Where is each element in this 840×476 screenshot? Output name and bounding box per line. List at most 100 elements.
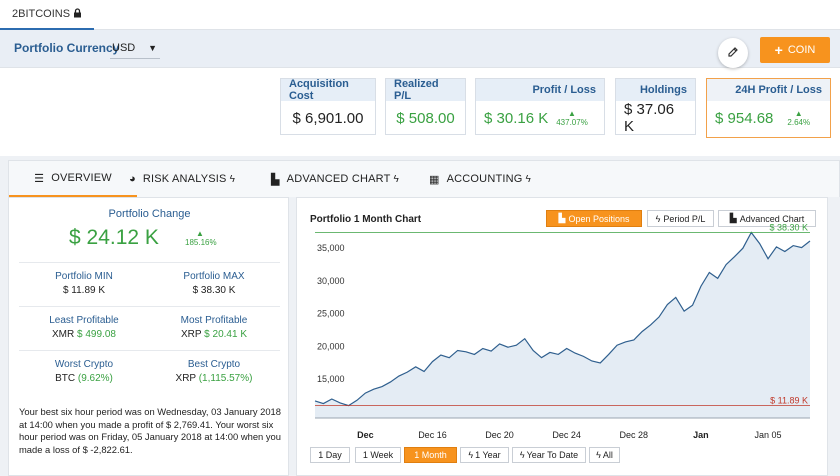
best-crypto-coin: XRP (175, 373, 196, 384)
triangle-up-icon: ▲ (568, 109, 576, 118)
wallet-tab-bar: 2BITCOINS (0, 0, 840, 30)
overview-panel: Portfolio Change $ 24.12 K ▲ 185.16% Por… (8, 197, 289, 476)
edit-icon (727, 46, 739, 60)
tab-risk-analysis[interactable]: ◕ RISK ANALYSIS ϟ (129, 161, 235, 197)
worst-crypto: Worst Crypto BTC (9.62%) (19, 351, 149, 384)
range-1-year[interactable]: ϟ 1 Year (460, 447, 509, 463)
edit-button[interactable] (718, 38, 748, 68)
area-chart-icon: ▙ (558, 213, 566, 223)
most-profitable-value: $ 20.41 K (204, 329, 247, 340)
add-coin-button[interactable]: + COIN (760, 37, 830, 63)
tab-label: OVERVIEW (51, 172, 112, 184)
tab-advanced-chart[interactable]: ▙ ADVANCED CHART ϟ (271, 161, 399, 197)
range-label: 1 Day (318, 450, 342, 460)
stat-holdings: Holdings $ 37.06 K (615, 78, 696, 135)
min-max-row: Portfolio MIN $ 11.89 K Portfolio MAX $ … (19, 262, 280, 306)
best-crypto: Best Crypto XRP (1,115.57%) (149, 351, 279, 384)
least-profitable: Least Profitable XMR $ 499.08 (19, 307, 149, 340)
worst-crypto-label: Worst Crypto (54, 359, 114, 370)
series-line (314, 231, 811, 407)
triangle-up-icon: ▲ (794, 109, 803, 118)
stat-acquisition-cost: Acquisition Cost $ 6,901.00 (280, 78, 376, 135)
portfolio-min-label: Portfolio MIN (55, 271, 113, 282)
stat-label: Acquisition Cost (281, 78, 375, 102)
most-profitable-label: Most Profitable (180, 315, 248, 326)
tab-overview[interactable]: ☰ OVERVIEW (9, 161, 137, 197)
range-1-day[interactable]: 1 Day (310, 447, 350, 463)
portfolio-min-value: $ 11.89 K (62, 285, 106, 296)
portfolio-change-value: $ 24.12 K (69, 226, 159, 249)
open-positions-button[interactable]: ▙ Open Positions (546, 210, 642, 227)
portfolio-change-pct-value: 185.16% (185, 238, 217, 247)
x-tick-label: Jan 05 (755, 430, 782, 440)
y-tick-label: 30,000 (317, 276, 345, 286)
x-tick-label: Dec 24 (552, 430, 581, 440)
range-label: 1 Week (362, 450, 394, 460)
bolt-icon: ϟ (519, 450, 525, 460)
y-tick-label: 15,000 (317, 374, 345, 384)
x-tick-label: Dec (357, 430, 374, 440)
stat-pct-value: 2.64% (787, 118, 811, 127)
stat-label: Holdings (616, 79, 695, 101)
stat-realized-pl: Realized P/L $ 508.00 (385, 78, 466, 135)
currency-bar: Portfolio Currency USD ▼ (0, 30, 840, 68)
button-label: Period P/L (663, 213, 706, 224)
most-profitable-coin: XRP (181, 329, 202, 340)
best-crypto-value: (1,115.57%) (198, 373, 253, 384)
bolt-icon: ϟ (596, 450, 601, 460)
range-label: Year To Date (526, 450, 579, 460)
x-tick-label: Dec 20 (485, 430, 514, 440)
tab-accounting[interactable]: ▦ ACCOUNTING ϟ (429, 161, 531, 197)
overview-icon: ☰ (34, 172, 45, 185)
range-all[interactable]: ϟ All (589, 447, 620, 463)
chart-title: Portfolio 1 Month Chart (310, 214, 422, 225)
bolt-icon: ϟ (393, 173, 400, 185)
pie-chart-icon: ◕ (129, 173, 136, 185)
portfolio-chart[interactable]: 10,00015,00020,00025,00030,00035,000DecD… (297, 198, 829, 443)
stat-pct-value: 437.07% (556, 118, 588, 127)
portfolio-max: Portfolio MAX $ 38.30 K (149, 263, 279, 296)
wallet-tab-2bitcoins[interactable]: 2BITCOINS (0, 0, 95, 30)
range-year-to-date[interactable]: ϟ Year To Date (512, 447, 586, 463)
stat-value: $ 37.06 K (624, 101, 675, 135)
x-tick-label: Jan (693, 430, 709, 440)
stat-label: Profit / Loss (476, 79, 604, 101)
most-profitable: Most Profitable XRP $ 20.41 K (149, 307, 279, 340)
stat-value: $ 954.68 (715, 109, 774, 127)
stat-label: 24H Profit / Loss (707, 79, 830, 101)
caret-down-icon: ▼ (148, 43, 157, 53)
series-area (315, 232, 810, 418)
y-tick-label: 25,000 (317, 309, 345, 319)
range-label: 1 Month (414, 450, 447, 460)
button-label: Advanced Chart (739, 213, 805, 224)
worst-crypto-value: (9.62%) (77, 373, 113, 384)
worst-crypto-coin: BTC (55, 373, 76, 384)
range-1-week[interactable]: 1 Week (355, 447, 401, 463)
bolt-icon: ϟ (655, 213, 661, 224)
currency-select-value: USD (112, 41, 136, 54)
portfolio-max-value: $ 38.30 K (192, 285, 236, 296)
advanced-chart-button[interactable]: ▙ Advanced Chart (718, 210, 816, 227)
profitability-row: Least Profitable XMR $ 499.08 Most Profi… (19, 306, 280, 350)
currency-select[interactable]: USD ▼ (110, 37, 160, 59)
tab-label: ADVANCED CHART (286, 173, 391, 185)
stat-pct: ▲ 2.64% (787, 109, 810, 127)
portfolio-change-pct: ▲ 185.16% (185, 229, 217, 247)
stat-value: $ 30.16 K (484, 109, 549, 127)
stat-profit-loss: Profit / Loss $ 30.16 K ▲ 437.07% (475, 78, 605, 135)
portfolio-currency-label: Portfolio Currency (14, 41, 120, 55)
portfolio-min: Portfolio MIN $ 11.89 K (19, 263, 149, 296)
x-tick-label: Dec 28 (620, 430, 649, 440)
range-1-month[interactable]: 1 Month (404, 447, 457, 463)
tab-label: RISK ANALYSIS (142, 173, 227, 185)
add-coin-label: COIN (787, 44, 816, 56)
period-pl-button[interactable]: ϟ Period P/L (647, 210, 714, 227)
plus-icon: + (774, 42, 783, 58)
least-profitable-value: $ 499.08 (77, 329, 116, 340)
bolt-icon: ϟ (468, 450, 474, 460)
button-label: Open Positions (568, 213, 630, 224)
stat-pct: ▲ 437.07% (556, 109, 588, 127)
tab-label: ACCOUNTING (446, 173, 523, 185)
portfolio-max-label: Portfolio MAX (183, 271, 245, 282)
lock-icon (73, 7, 82, 21)
